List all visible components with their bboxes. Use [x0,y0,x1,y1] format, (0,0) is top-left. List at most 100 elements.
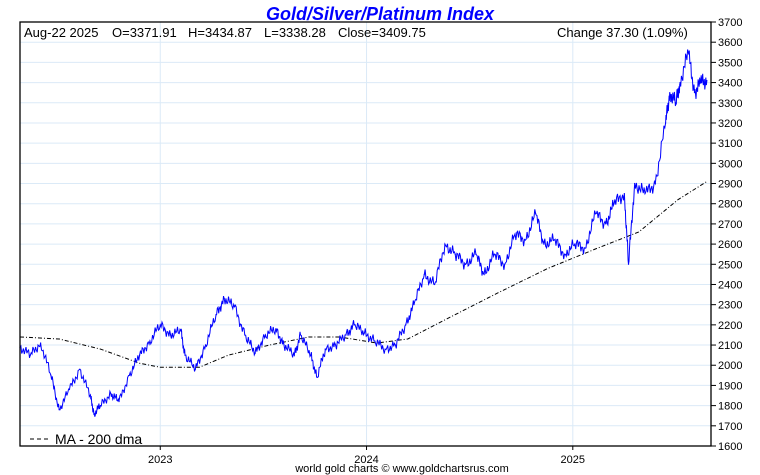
price-point [654,182,656,185]
y-tick-label: 3600 [718,37,742,49]
y-tick-label: 3400 [718,78,742,90]
x-tick-label: 2024 [354,454,378,466]
price-point [563,253,566,255]
price-point [693,92,696,94]
price-point [244,334,246,336]
price-point [524,239,526,241]
price-point [644,193,646,195]
plot-frame [19,21,712,447]
price-point [215,314,217,316]
x-tick-label: 2023 [148,454,172,466]
y-tick-label: 2400 [718,279,742,291]
price-point [405,324,407,326]
price-point [394,344,397,346]
y-tick-label: 2300 [718,300,742,312]
price-point [223,298,225,300]
price-point [184,354,186,356]
y-tick-label: 2700 [718,219,742,231]
price-point [149,340,151,342]
footer-credit: world gold charts © www.goldchartsrus.co… [294,463,509,475]
price-point [353,324,355,326]
price-point [675,102,677,104]
info-open: O=3371.91 [112,25,177,40]
y-tick-label: 3200 [718,118,742,130]
price-point [345,334,347,336]
price-point [180,330,182,332]
price-point [627,263,630,265]
price-point [574,243,576,245]
y-tick-label: 1600 [718,441,742,453]
price-point [444,243,446,245]
price-point [29,354,31,356]
price-point [169,334,172,336]
price-point [687,51,689,53]
y-tick-label: 1700 [718,421,742,433]
price-point [475,253,477,255]
price-point [324,348,326,350]
price-point [118,400,120,403]
y-tick-label: 2200 [718,320,742,332]
price-point [374,340,376,342]
y-tick-label: 2600 [718,239,742,251]
price-point [363,332,366,334]
y-tick-label: 2100 [718,340,742,352]
y-tick-label: 2800 [718,199,742,211]
price-point [594,213,597,215]
info-close: Close=3409.75 [338,25,426,40]
price-point [700,81,702,84]
price-point [128,374,130,376]
price-point [79,368,81,370]
y-tick-label: 2500 [718,259,742,271]
price-point [99,405,102,407]
price-point [159,324,161,326]
y-tick-label: 3000 [718,158,742,170]
price-point [605,223,607,225]
price-point [110,392,112,395]
price-point [553,239,555,241]
price-point [275,328,277,330]
price-point [613,203,615,205]
price-point [413,304,415,306]
chart-title: Gold/Silver/Platinum Index [266,4,495,24]
price-point [68,388,71,391]
price-point [535,213,537,215]
price-point [493,253,496,255]
price-point [464,263,467,265]
price-point [283,344,285,346]
price-line [19,49,708,417]
y-tick-label: 2900 [718,179,742,191]
price-point [334,344,337,346]
price-point [205,344,207,346]
y-tick-label: 2000 [718,360,742,372]
price-point [706,79,708,82]
y-tick-label: 3700 [718,17,742,29]
price-point [384,348,386,350]
price-point [40,342,42,344]
price-point [264,334,267,336]
price-point [316,376,318,378]
legend-ma-label: MA - 200 dma [55,431,142,447]
price-point [623,193,625,195]
y-tick-label: 1900 [718,380,742,392]
price-point [504,263,506,265]
price-point [483,273,485,275]
price-point [93,413,95,415]
y-tick-label: 3300 [718,98,742,110]
price-point [584,247,586,249]
price-point [293,354,295,356]
price-point [634,182,636,185]
price-point [543,243,545,245]
price-point [310,354,312,356]
price-point [454,253,456,255]
price-point [679,81,681,84]
info-date: Aug-22 2025 [24,25,98,40]
y-tick-label: 3500 [718,57,742,69]
x-tick-label: 2025 [561,454,585,466]
ma-200-line [19,181,708,368]
info-change: Change 37.30 (1.09%) [557,25,688,40]
price-point [669,92,671,94]
price-point [665,122,667,124]
price-point [299,334,302,336]
y-tick-label: 3100 [718,138,742,150]
